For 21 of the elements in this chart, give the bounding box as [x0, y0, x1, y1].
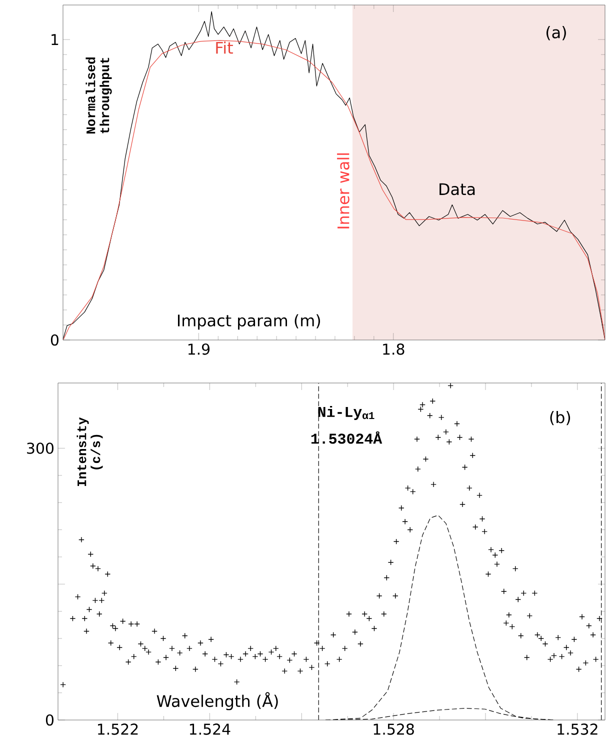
x-tick-label: 1.8	[383, 344, 404, 355]
y-tick-label: 0	[50, 334, 58, 346]
band-label: Inner wall	[337, 153, 350, 228]
annotation: (b)	[550, 410, 570, 426]
x-tick-label: 1.524	[190, 724, 230, 735]
series-label: Fit	[216, 41, 233, 54]
annotation: 1.53024Å	[311, 431, 382, 444]
annotation: (a)	[546, 26, 566, 40]
x-axis-title: Wavelength (Å)	[156, 692, 278, 710]
annotation: Ni-Ly$_{α1}$	[318, 406, 374, 420]
series-label: Data	[440, 183, 475, 196]
x-axis-title: Impact param (m)	[178, 314, 320, 330]
y-tick-label: 0	[46, 714, 54, 726]
x-tick-label: 1.532	[558, 724, 598, 735]
y-tick-label: 300	[27, 442, 54, 454]
y-tick-label: 1	[52, 34, 58, 45]
y-axis-title: Normalised throughput	[86, 57, 112, 134]
x-tick-label: 1.9	[188, 344, 210, 355]
x-tick-label: 1.528	[374, 724, 414, 735]
y-axis-title: Intensity (c/s)	[76, 417, 103, 486]
x-tick-label: 1.522	[98, 724, 138, 735]
